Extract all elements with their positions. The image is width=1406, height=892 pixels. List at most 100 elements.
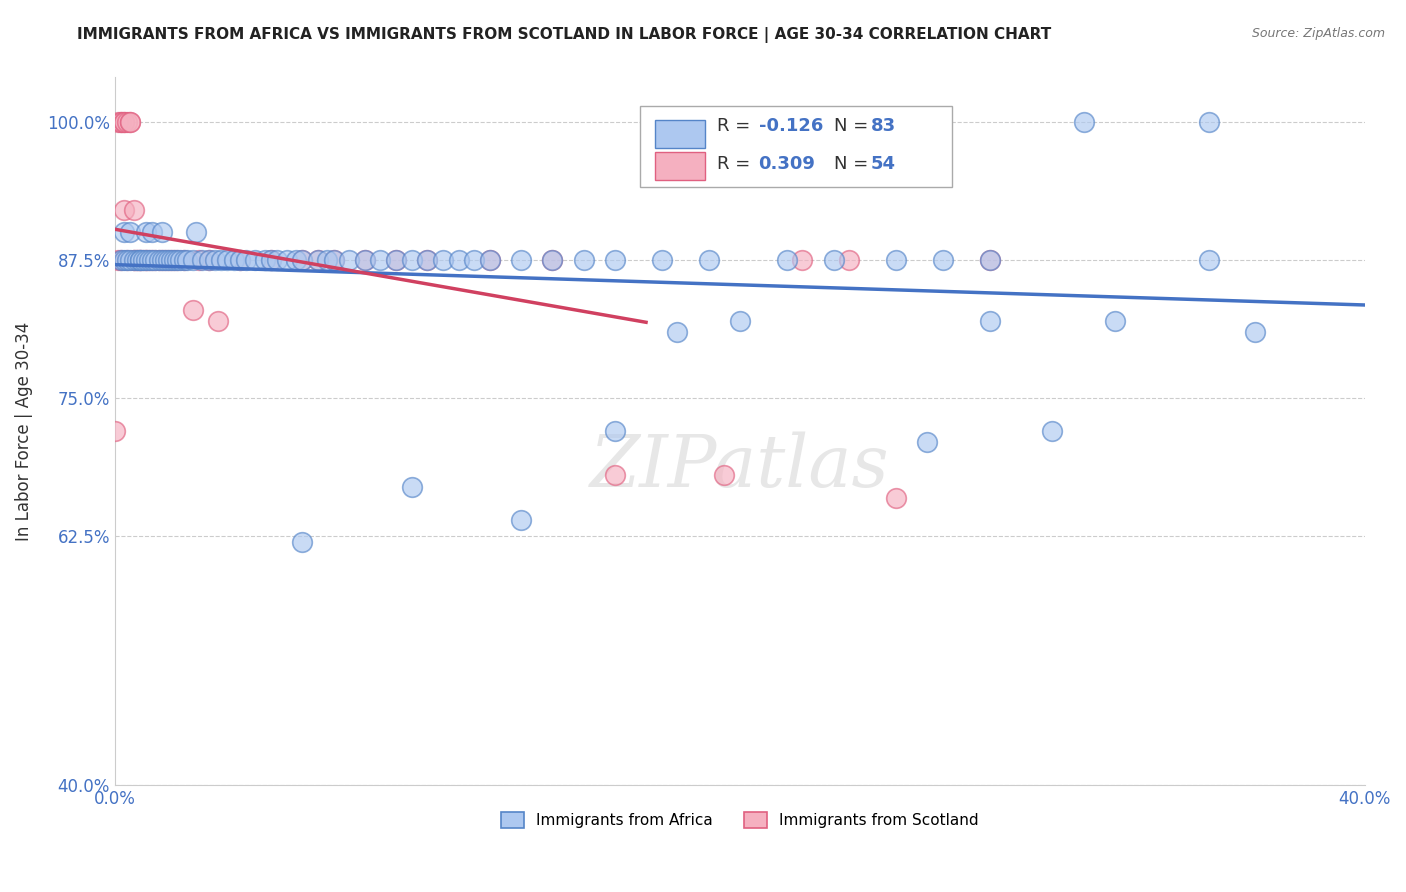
Point xyxy=(112,225,135,239)
Point xyxy=(603,252,626,267)
Point xyxy=(173,252,195,267)
Point xyxy=(191,252,214,267)
Point xyxy=(188,252,211,267)
Point xyxy=(181,302,204,317)
Point xyxy=(163,252,186,267)
Point xyxy=(979,252,1001,267)
Point xyxy=(291,534,314,549)
Text: N =: N = xyxy=(834,117,873,135)
Point xyxy=(156,252,179,267)
Point xyxy=(197,252,219,267)
Point xyxy=(150,252,173,267)
Point xyxy=(541,252,564,267)
Point xyxy=(209,252,232,267)
Text: 0.309: 0.309 xyxy=(758,155,815,173)
Point xyxy=(141,252,163,267)
Point xyxy=(120,114,142,128)
Point xyxy=(1244,325,1267,339)
Y-axis label: In Labor Force | Age 30-34: In Labor Force | Age 30-34 xyxy=(15,322,32,541)
Point xyxy=(510,252,533,267)
Point xyxy=(107,114,129,128)
Point xyxy=(697,252,720,267)
Point xyxy=(416,252,439,267)
Text: R =: R = xyxy=(717,155,756,173)
Point xyxy=(120,114,142,128)
Point xyxy=(135,252,157,267)
Point xyxy=(253,252,276,267)
FancyBboxPatch shape xyxy=(640,106,952,187)
Point xyxy=(135,252,157,267)
Point xyxy=(666,325,689,339)
Point xyxy=(117,252,139,267)
Point xyxy=(322,252,344,267)
Point xyxy=(838,252,860,267)
Point xyxy=(884,252,907,267)
Point xyxy=(337,252,360,267)
Text: 54: 54 xyxy=(872,155,896,173)
Text: ZIPatlas: ZIPatlas xyxy=(591,432,890,502)
Point xyxy=(160,252,183,267)
Point xyxy=(122,252,145,267)
Point xyxy=(541,252,564,267)
Text: -0.126: -0.126 xyxy=(758,117,823,135)
Point xyxy=(823,252,845,267)
Point xyxy=(166,252,188,267)
Legend: Immigrants from Africa, Immigrants from Scotland: Immigrants from Africa, Immigrants from … xyxy=(495,805,984,834)
Point xyxy=(120,225,142,239)
Point xyxy=(416,252,439,267)
Point xyxy=(979,252,1001,267)
Point xyxy=(135,225,157,239)
Point xyxy=(603,424,626,438)
Point xyxy=(110,114,132,128)
Point xyxy=(776,252,799,267)
Point xyxy=(884,491,907,505)
Point xyxy=(112,114,135,128)
Point xyxy=(150,252,173,267)
Point xyxy=(370,252,392,267)
Point xyxy=(266,252,288,267)
Text: IMMIGRANTS FROM AFRICA VS IMMIGRANTS FROM SCOTLAND IN LABOR FORCE | AGE 30-34 CO: IMMIGRANTS FROM AFRICA VS IMMIGRANTS FRO… xyxy=(77,27,1052,43)
Point xyxy=(107,252,129,267)
Point xyxy=(651,252,673,267)
Point xyxy=(128,252,150,267)
Point xyxy=(148,252,170,267)
Point xyxy=(204,252,226,267)
Point xyxy=(917,435,939,450)
Point xyxy=(125,252,148,267)
Point xyxy=(112,252,135,267)
FancyBboxPatch shape xyxy=(655,152,704,180)
Point xyxy=(122,252,145,267)
Point xyxy=(128,252,150,267)
Point xyxy=(316,252,339,267)
Point xyxy=(197,252,219,267)
Point xyxy=(432,252,454,267)
Point xyxy=(138,252,160,267)
Point xyxy=(132,252,155,267)
Point xyxy=(128,252,150,267)
Point xyxy=(353,252,375,267)
Point xyxy=(478,252,501,267)
Point xyxy=(122,252,145,267)
Point xyxy=(163,252,186,267)
Point xyxy=(572,252,595,267)
Point xyxy=(401,252,423,267)
Point xyxy=(932,252,955,267)
Point xyxy=(307,252,329,267)
Point xyxy=(1040,424,1063,438)
Point xyxy=(169,252,191,267)
Point xyxy=(291,252,314,267)
Point xyxy=(132,252,155,267)
Point xyxy=(150,225,173,239)
Point xyxy=(478,252,501,267)
Point xyxy=(1198,252,1220,267)
Point xyxy=(322,252,344,267)
Text: 83: 83 xyxy=(872,117,896,135)
Point xyxy=(125,252,148,267)
Point xyxy=(447,252,470,267)
Point xyxy=(138,252,160,267)
Point xyxy=(112,203,135,218)
Point xyxy=(401,479,423,493)
Point xyxy=(728,314,751,328)
Point xyxy=(1198,114,1220,128)
Point xyxy=(235,252,257,267)
